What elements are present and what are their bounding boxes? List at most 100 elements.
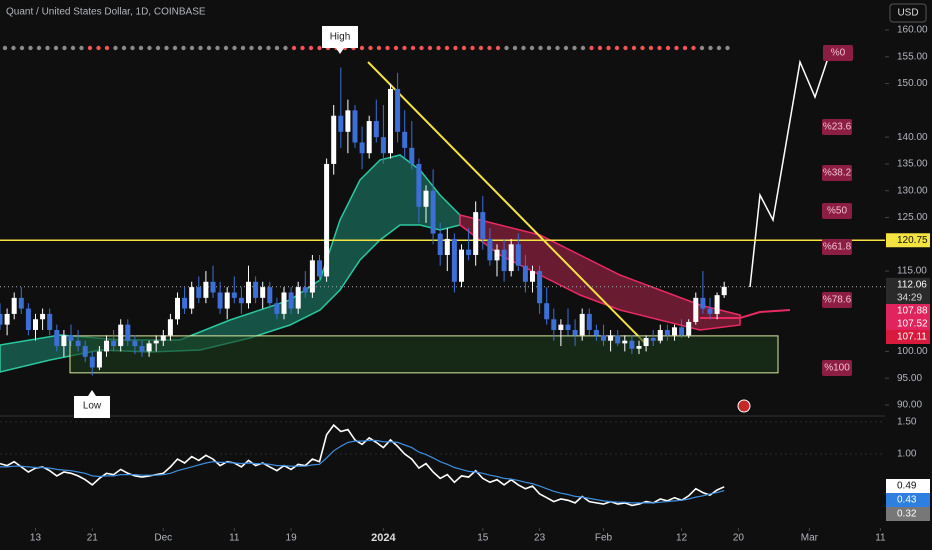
candle-body bbox=[316, 260, 322, 277]
candle-body bbox=[380, 137, 386, 154]
status-dot bbox=[96, 45, 101, 51]
candle-body bbox=[586, 313, 592, 330]
osc-tick-label: 1.50 bbox=[897, 416, 917, 427]
candle-body bbox=[182, 297, 188, 309]
candle-body bbox=[395, 88, 401, 132]
status-dot bbox=[274, 45, 280, 51]
status-dot bbox=[53, 45, 59, 51]
candle-body bbox=[501, 249, 507, 272]
status-dot bbox=[665, 45, 671, 51]
countdown: 34:29 bbox=[897, 292, 922, 303]
high-label: High bbox=[330, 32, 351, 43]
fib-box bbox=[822, 165, 852, 181]
candle-body bbox=[338, 115, 344, 132]
candle-body bbox=[260, 287, 266, 298]
level-label: 120.75 bbox=[897, 235, 928, 246]
candle-body bbox=[111, 340, 117, 347]
status-dot bbox=[368, 45, 373, 51]
status-dot bbox=[240, 45, 246, 51]
status-dot bbox=[691, 45, 696, 51]
currency-box[interactable] bbox=[889, 3, 927, 23]
candle-body bbox=[324, 163, 330, 277]
y-tick-label: 150.00 bbox=[897, 78, 928, 89]
osc-label-box bbox=[886, 507, 930, 521]
candle-body bbox=[96, 351, 102, 368]
symbol: Quant / United States Dollar, 1D, COINBA… bbox=[6, 7, 206, 18]
candle-body bbox=[366, 121, 372, 154]
status-dot bbox=[725, 45, 730, 51]
candle-body bbox=[82, 346, 88, 357]
status-dot bbox=[716, 45, 722, 51]
countdown-box bbox=[886, 290, 930, 305]
candle-body bbox=[643, 338, 649, 347]
status-dot bbox=[2, 45, 8, 51]
candle-body bbox=[487, 238, 493, 261]
status-dot bbox=[181, 45, 186, 51]
drawings bbox=[0, 45, 831, 413]
status-dot bbox=[257, 45, 263, 51]
candle-body bbox=[508, 244, 514, 272]
low-callout bbox=[74, 390, 110, 418]
candle-body bbox=[515, 244, 521, 266]
candle-body bbox=[473, 212, 479, 255]
candle-body bbox=[331, 115, 337, 164]
osc-label: 0.43 bbox=[897, 495, 917, 506]
candle-body bbox=[118, 324, 124, 347]
status-dot bbox=[164, 45, 169, 51]
candle-body bbox=[600, 335, 606, 341]
y-tick-label: 90.00 bbox=[897, 400, 922, 411]
candle-body bbox=[480, 212, 486, 239]
fib-box bbox=[822, 292, 852, 308]
status-dot bbox=[189, 45, 195, 51]
zone bbox=[69, 335, 779, 374]
trendline bbox=[367, 61, 646, 344]
candle-body bbox=[714, 295, 720, 314]
candle-body bbox=[132, 340, 138, 347]
osc-line bbox=[0, 439, 725, 504]
candle-body bbox=[40, 313, 46, 320]
high-callout bbox=[322, 26, 358, 54]
candle-body bbox=[650, 338, 656, 341]
projection bbox=[749, 51, 831, 288]
band-label: 107.52 bbox=[897, 319, 928, 330]
x-tick-label: Dec bbox=[154, 533, 172, 544]
status-dot bbox=[470, 45, 475, 51]
y-tick-label: 140.00 bbox=[897, 132, 928, 143]
osc-label-box bbox=[886, 493, 930, 507]
candle-body bbox=[494, 249, 500, 261]
flag-icon[interactable] bbox=[737, 399, 751, 413]
candle-body bbox=[551, 319, 557, 330]
status-dot bbox=[79, 45, 84, 51]
status-dot bbox=[291, 45, 297, 51]
candle-body bbox=[352, 110, 358, 143]
candle-body bbox=[544, 303, 550, 320]
band-label: 107.88 bbox=[897, 306, 928, 317]
candle-body bbox=[68, 335, 74, 341]
status-dot bbox=[555, 45, 560, 51]
candle-body bbox=[409, 147, 415, 164]
status-dot bbox=[198, 45, 203, 51]
candle-body bbox=[139, 346, 145, 352]
status-dot bbox=[495, 45, 501, 51]
band-label-box bbox=[886, 317, 930, 331]
candle-body bbox=[103, 340, 109, 352]
currency[interactable]: USD bbox=[897, 8, 918, 19]
x-tick-label: 12 bbox=[676, 533, 688, 544]
fib-box bbox=[822, 203, 852, 219]
candle-body bbox=[572, 329, 578, 336]
osc-tick-label: 1.00 bbox=[897, 449, 917, 460]
status-dot bbox=[87, 45, 93, 51]
y-tick-label: 155.00 bbox=[897, 51, 928, 62]
status-dot bbox=[478, 45, 484, 51]
y-tick-label: 115.00 bbox=[897, 266, 927, 277]
candle-body bbox=[274, 303, 280, 314]
candle-body bbox=[608, 335, 614, 341]
status-dot bbox=[359, 45, 365, 51]
x-tick-label: 20 bbox=[733, 533, 745, 544]
status-dot bbox=[529, 45, 535, 51]
status-dot bbox=[419, 45, 424, 51]
fib-label: %23.6 bbox=[823, 122, 852, 133]
candle-body bbox=[196, 287, 202, 298]
status-dot bbox=[393, 45, 399, 51]
